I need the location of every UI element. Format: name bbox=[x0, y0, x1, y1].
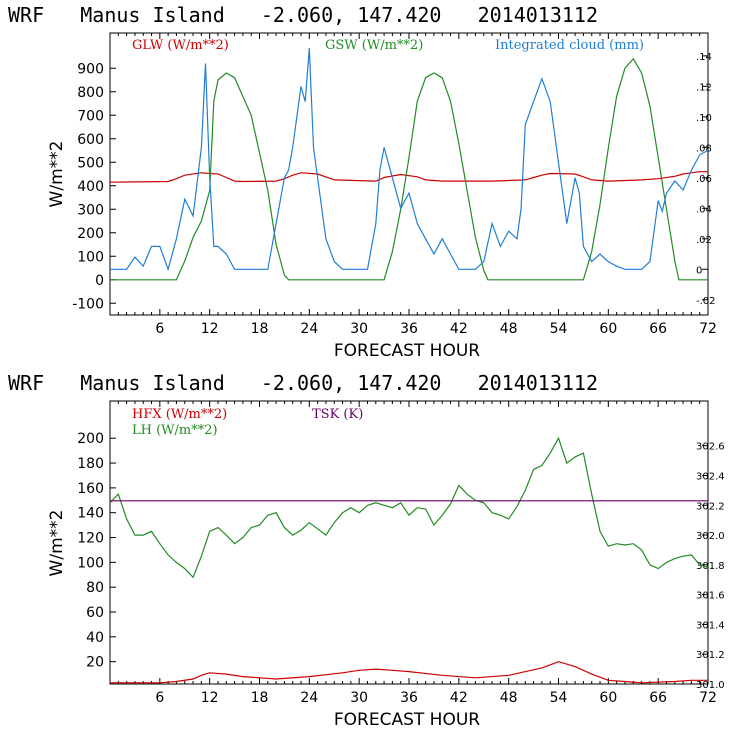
y-tick-label: 500 bbox=[77, 155, 104, 171]
y-tick-label: 300 bbox=[77, 202, 104, 218]
chart-2-title: WRF Manus Island -2.060, 147.420 2014013… bbox=[8, 371, 598, 395]
x-tick-label: 30 bbox=[350, 321, 368, 337]
x-tick-label: 6 bbox=[155, 690, 164, 706]
y-tick-label: 700 bbox=[77, 108, 104, 124]
x-tick-label: 24 bbox=[300, 321, 318, 337]
plot-frame bbox=[109, 400, 709, 685]
y2-tick-label: .12 bbox=[696, 82, 712, 93]
y-tick-label: 0 bbox=[95, 273, 104, 289]
y2-tick-label: 301.0 bbox=[696, 680, 725, 691]
y2-tick-label: 302.0 bbox=[696, 531, 725, 542]
legend-hfx: HFX (W/m**2) bbox=[132, 407, 227, 422]
series-line-hfx bbox=[110, 661, 708, 684]
legend-gsw: GSW (W/m**2) bbox=[325, 38, 423, 53]
x-tick-label: 12 bbox=[201, 321, 219, 337]
y-tick-label: -100 bbox=[72, 296, 104, 312]
x-tick-label: 36 bbox=[400, 690, 418, 706]
y-tick-label: 100 bbox=[77, 249, 104, 265]
x-tick-label: 54 bbox=[550, 321, 568, 337]
y2-tick-label: 301.6 bbox=[696, 591, 725, 602]
y2-tick-label: .08 bbox=[696, 143, 712, 154]
y-tick-label: 40 bbox=[86, 630, 104, 646]
y-tick-label: 140 bbox=[77, 506, 104, 522]
x-tick-label: 24 bbox=[300, 690, 318, 706]
x-tick-label: 42 bbox=[450, 690, 468, 706]
y-tick-label: 800 bbox=[77, 85, 104, 101]
y2-tick-label: 302.4 bbox=[696, 471, 725, 482]
y2-tick-label: 301.2 bbox=[696, 650, 725, 661]
x-tick-label: 42 bbox=[450, 321, 468, 337]
y-tick-label: 120 bbox=[77, 531, 104, 547]
y2-tick-label: 301.4 bbox=[696, 620, 725, 631]
x-tick-label: 66 bbox=[649, 321, 667, 337]
series-line-gsw bbox=[110, 57, 708, 281]
y-tick-label: 200 bbox=[77, 431, 104, 447]
y2-tick-label: .06 bbox=[696, 174, 712, 185]
y2-tick-label: .02 bbox=[696, 235, 712, 246]
y2-tick-label: .14 bbox=[696, 52, 712, 63]
y2-tick-label: 302.2 bbox=[696, 501, 725, 512]
y-tick-label: 600 bbox=[77, 132, 104, 148]
x-tick-label: 66 bbox=[649, 690, 667, 706]
series-line-lh bbox=[109, 436, 709, 579]
y-tick-label: 180 bbox=[77, 456, 104, 472]
plot-frame bbox=[109, 32, 709, 316]
x-tick-label: 18 bbox=[251, 690, 269, 706]
x-tick-label: 12 bbox=[201, 690, 219, 706]
y-tick-label: 80 bbox=[86, 580, 104, 596]
x-tick-label: 18 bbox=[251, 321, 269, 337]
y2-tick-label: .10 bbox=[696, 113, 712, 124]
x-tick-label: 48 bbox=[500, 321, 518, 337]
y-tick-label: 900 bbox=[77, 61, 104, 77]
y-tick-label: 20 bbox=[86, 655, 104, 671]
chart-1-title: WRF Manus Island -2.060, 147.420 2014013… bbox=[8, 3, 598, 27]
y2-tick-label: 0 bbox=[696, 265, 702, 276]
y2-tick-label: -.02 bbox=[696, 296, 716, 307]
y-tick-label: 60 bbox=[86, 605, 104, 621]
x-tick-label: 48 bbox=[500, 690, 518, 706]
y-tick-label: 100 bbox=[77, 555, 104, 571]
y-axis-label: W/m**2 bbox=[47, 141, 67, 208]
x-axis-label: FORECAST HOUR bbox=[334, 341, 480, 361]
y-axis-label: W/m**2 bbox=[47, 510, 67, 577]
legend-lh: LH (W/m**2) bbox=[132, 423, 218, 438]
legend-glw: GLW (W/m**2) bbox=[132, 38, 229, 53]
y2-tick-label: 301.8 bbox=[696, 561, 725, 572]
x-tick-label: 72 bbox=[699, 321, 717, 337]
legend-integrated: Integrated cloud (mm) bbox=[495, 38, 644, 53]
x-tick-label: 60 bbox=[599, 321, 617, 337]
x-tick-label: 30 bbox=[350, 690, 368, 706]
legend-tsk: TSK (K) bbox=[312, 407, 363, 422]
y-tick-label: 400 bbox=[77, 179, 104, 195]
y2-tick-label: 302.6 bbox=[696, 442, 725, 453]
x-tick-label: 60 bbox=[599, 690, 617, 706]
x-tick-label: 6 bbox=[155, 321, 164, 337]
x-axis-label: FORECAST HOUR bbox=[334, 710, 480, 730]
series-line-glw bbox=[109, 171, 708, 183]
x-tick-label: 36 bbox=[400, 321, 418, 337]
x-tick-label: 72 bbox=[699, 690, 717, 706]
y-tick-label: 200 bbox=[77, 226, 104, 242]
x-tick-label: 54 bbox=[550, 690, 568, 706]
series-line-integrated bbox=[110, 48, 709, 272]
y2-tick-label: .04 bbox=[696, 204, 712, 215]
y-tick-label: 160 bbox=[77, 481, 104, 497]
